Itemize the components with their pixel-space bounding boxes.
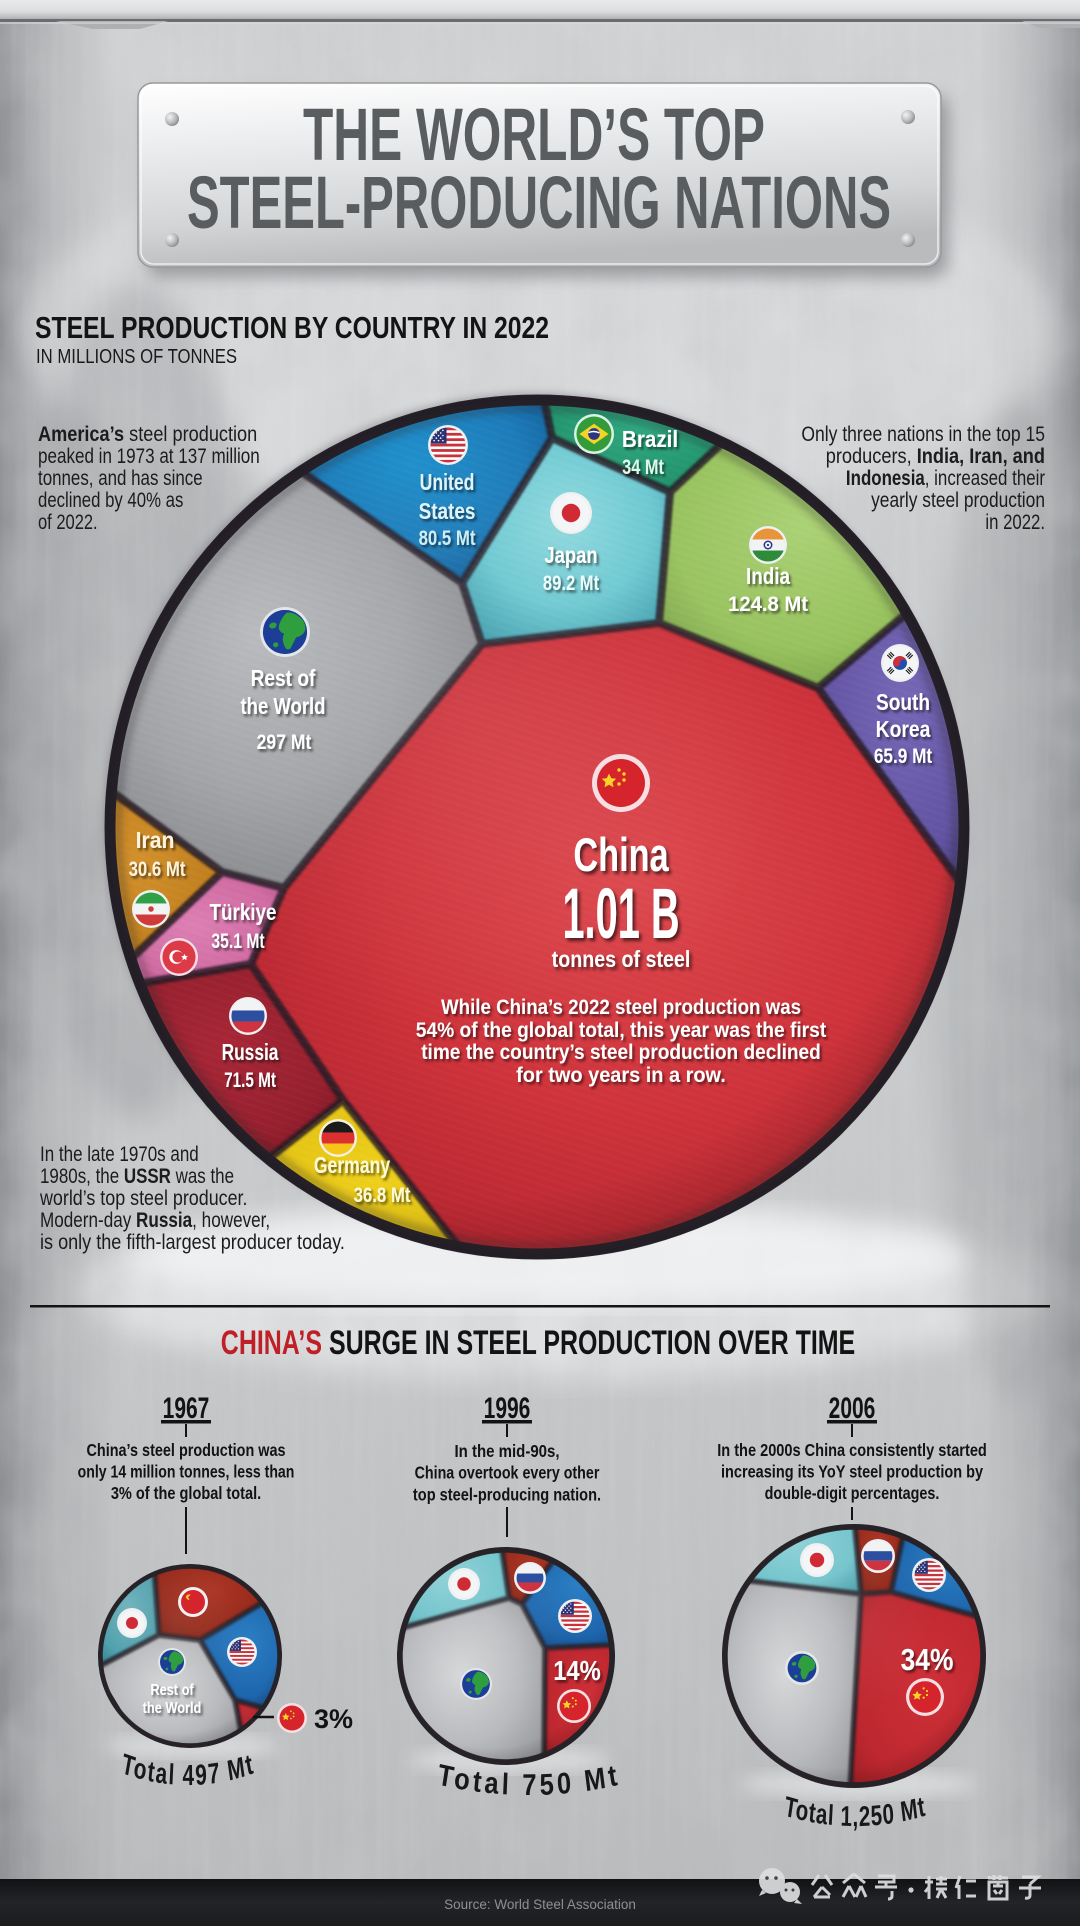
svg-text:71.5 Mt: 71.5 Mt (224, 1067, 276, 1091)
svg-text:is only the fifth-largest prod: is only the fifth-largest producer today… (40, 1231, 345, 1255)
svg-text:89.2 Mt: 89.2 Mt (543, 570, 599, 594)
svg-text:1996: 1996 (484, 1393, 531, 1425)
svg-text:IN MILLIONS OF TONNES: IN MILLIONS OF TONNES (36, 346, 237, 368)
svg-text:India: India (746, 564, 791, 589)
svg-text:1967: 1967 (163, 1393, 210, 1425)
svg-text:States: States (419, 499, 476, 524)
svg-text:yearly steel production: yearly steel production (871, 489, 1045, 513)
svg-text:the World: the World (241, 694, 326, 719)
svg-text:South: South (876, 690, 930, 715)
svg-text:1.01 B: 1.01 B (562, 875, 679, 954)
svg-text:world’s top steel producer.: world’s top steel producer. (39, 1187, 247, 1211)
svg-text:for two years in a row.: for two years in a row. (516, 1063, 726, 1087)
svg-text:United: United (420, 470, 475, 495)
svg-text:Brazil: Brazil (622, 427, 678, 452)
svg-text:Rest of: Rest of (150, 1682, 193, 1700)
svg-text:Only three nations in the top: Only three nations in the top 15 (801, 423, 1045, 447)
svg-text:declined by 40% as: declined by 40% as (38, 489, 183, 513)
svg-text:China overtook every other: China overtook every other (415, 1463, 600, 1482)
svg-text:Japan: Japan (544, 543, 597, 568)
svg-text:Korea: Korea (876, 717, 932, 742)
svg-text:tonnes of steel: tonnes of steel (552, 947, 691, 973)
svg-text:36.8 Mt: 36.8 Mt (354, 1182, 411, 1206)
svg-text:Source: World Steel Associatio: Source: World Steel Association (444, 1897, 636, 1912)
svg-text:1980s, the USSR was the: 1980s, the USSR was the (40, 1165, 234, 1189)
svg-text:In the late 1970s and: In the late 1970s and (40, 1143, 199, 1167)
svg-text:54% of the global total, this: 54% of the global total, this year was t… (416, 1018, 827, 1042)
svg-text:STEEL PRODUCTION BY COUNTRY IN: STEEL PRODUCTION BY COUNTRY IN 2022 (35, 310, 549, 345)
svg-text:peaked in 1973 at 137 million: peaked in 1973 at 137 million (38, 445, 260, 469)
svg-text:Germany: Germany (314, 1153, 391, 1178)
svg-text:124.8 Mt: 124.8 Mt (728, 591, 808, 615)
svg-text:double-digit percentages.: double-digit percentages. (765, 1484, 940, 1503)
svg-text:Türkiye: Türkiye (210, 900, 277, 925)
svg-text:Russia: Russia (222, 1040, 280, 1065)
svg-text:14%: 14% (553, 1654, 601, 1686)
svg-text:2006: 2006 (829, 1393, 876, 1425)
svg-text:30.6 Mt: 30.6 Mt (129, 856, 186, 880)
svg-text:In the mid-90s,: In the mid-90s, (455, 1442, 560, 1461)
svg-text:increasing its YoY steel produ: increasing its YoY steel production by (721, 1462, 983, 1481)
svg-text:Indonesia, increased their: Indonesia, increased their (846, 467, 1046, 491)
svg-text:CHINA’S SURGE IN STEEL PRODUCT: CHINA’S SURGE IN STEEL PRODUCTION OVER T… (221, 1324, 855, 1362)
svg-text:time the country’s steel produ: time the country’s steel production decl… (421, 1040, 821, 1064)
svg-text:3%: 3% (314, 1704, 353, 1734)
svg-text:America’s steel production: America’s steel production (38, 423, 257, 447)
svg-text:only 14 million tonnes, less t: only 14 million tonnes, less than (78, 1462, 295, 1481)
svg-text:STEEL-PRODUCING NATIONS: STEEL-PRODUCING NATIONS (187, 161, 891, 244)
svg-text:of 2022.: of 2022. (38, 511, 98, 535)
svg-text:Modern-day Russia, however,: Modern-day Russia, however, (40, 1209, 270, 1233)
svg-text:producers, India, Iran, and: producers, India, Iran, and (826, 445, 1045, 469)
svg-text:34 Mt: 34 Mt (622, 454, 664, 478)
svg-text:While China’s 2022 steel produ: While China’s 2022 steel production was (441, 995, 801, 1019)
svg-text:tonnes, and has since: tonnes, and has since (38, 467, 203, 491)
svg-text:THE WORLD’S TOP: THE WORLD’S TOP (303, 93, 765, 176)
svg-text:34%: 34% (901, 1643, 954, 1677)
svg-text:65.9 Mt: 65.9 Mt (874, 743, 932, 767)
svg-text:Iran: Iran (136, 828, 175, 853)
svg-text:80.5 Mt: 80.5 Mt (419, 525, 476, 549)
svg-text:Rest of: Rest of (251, 666, 316, 691)
svg-text:In the 2000s China consistentl: In the 2000s China consistently started (717, 1441, 987, 1460)
svg-text:3% of the global total.: 3% of the global total. (111, 1484, 261, 1503)
svg-text:35.1 Mt: 35.1 Mt (211, 928, 264, 952)
svg-text:297 Mt: 297 Mt (257, 729, 312, 753)
svg-text:China’s steel production was: China’s steel production was (86, 1441, 285, 1460)
svg-text:the World: the World (143, 1700, 202, 1718)
svg-text:in 2022.: in 2022. (985, 511, 1045, 535)
svg-text:top steel-producing nation.: top steel-producing nation. (413, 1485, 601, 1504)
svg-text:China: China (573, 829, 669, 882)
